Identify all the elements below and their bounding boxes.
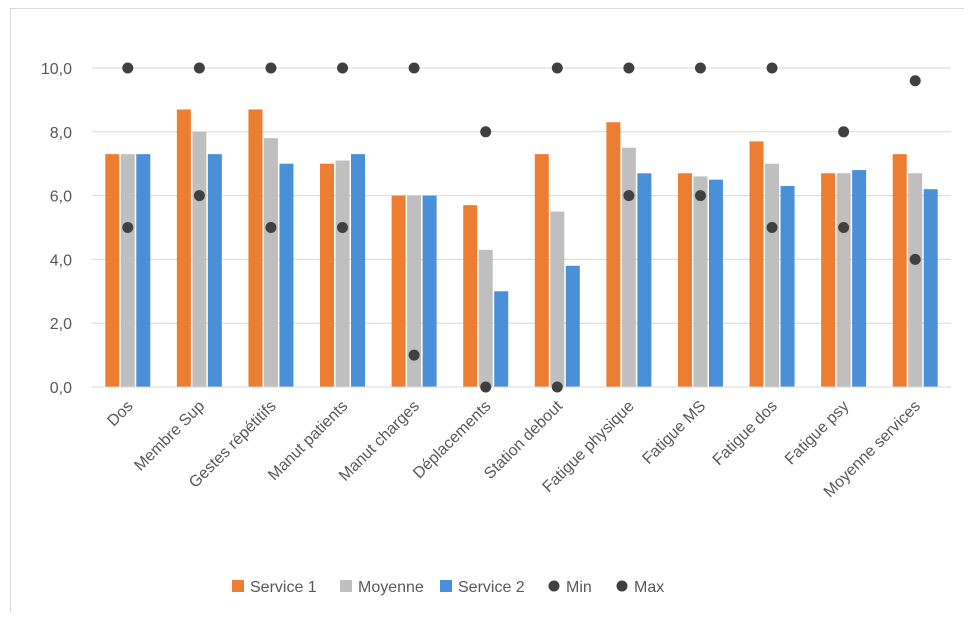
bar-service-2: [852, 170, 867, 387]
legend-swatch: [232, 580, 244, 592]
marker-max: [694, 62, 706, 74]
bar-moyenne: [120, 154, 135, 387]
marker-min: [551, 381, 563, 393]
marker-max: [838, 126, 850, 138]
bar-service-2: [780, 186, 795, 387]
bar-service-2: [279, 163, 294, 387]
bar-moyenne: [335, 160, 350, 387]
y-tick-label: 2,0: [50, 316, 72, 333]
bar-service-2: [923, 189, 938, 387]
bar-moyenne: [263, 138, 278, 387]
x-tick-label: Fatigue dos: [710, 398, 781, 469]
bar-service-1: [391, 195, 406, 387]
bar-moyenne: [550, 211, 565, 387]
marker-min: [337, 222, 349, 233]
legend-label: Min: [566, 579, 592, 596]
bar-moyenne: [908, 173, 923, 387]
bar-service-1: [677, 173, 692, 387]
marker-min: [193, 190, 205, 202]
bar-service-2: [136, 154, 151, 387]
legend-swatch: [440, 580, 452, 592]
legend-label: Moyenne: [358, 579, 424, 596]
marker-max: [193, 62, 205, 74]
marker-min: [909, 253, 921, 265]
bar-service-2: [637, 173, 652, 387]
chart-frame: [10, 8, 964, 612]
bar-service-1: [320, 163, 335, 387]
legend-swatch: [548, 580, 560, 592]
marker-min: [122, 222, 134, 233]
bar-service-1: [176, 109, 191, 387]
bar-moyenne: [693, 176, 708, 387]
y-tick-label: 6,0: [50, 189, 72, 206]
marker-min: [766, 222, 778, 233]
marker-max: [909, 75, 921, 87]
marker-min: [480, 381, 492, 393]
legend-label: Service 1: [250, 579, 317, 596]
bar-service-1: [534, 154, 549, 387]
legend: Service 1 Moyenne Service 2 Min Max: [232, 579, 664, 596]
marker-max: [623, 62, 635, 74]
bar-service-1: [463, 205, 478, 387]
x-tick-label: Fatigue MS: [639, 398, 709, 468]
x-tick-label: Membre Sup: [131, 398, 208, 475]
bar-moyenne: [836, 173, 851, 387]
y-tick-label: 0,0: [50, 380, 72, 397]
bar-service-2: [565, 265, 580, 387]
marker-max: [265, 62, 277, 74]
bar-moyenne: [621, 147, 636, 387]
marker-max: [480, 126, 492, 138]
marker-max: [551, 62, 563, 74]
legend-label: Max: [634, 579, 664, 596]
marker-max: [766, 62, 778, 74]
marker-max: [122, 62, 134, 74]
legend-swatch: [616, 580, 628, 592]
bar-service-1: [821, 173, 836, 387]
bar-service-2: [351, 154, 366, 387]
y-tick-label: 4,0: [50, 252, 72, 269]
legend-swatch: [340, 580, 352, 592]
bar-service-1: [105, 154, 120, 387]
bar-service-1: [892, 154, 907, 387]
marker-max: [337, 62, 349, 74]
bar-moyenne: [192, 131, 207, 387]
markers: [122, 62, 921, 393]
bars: [92, 109, 951, 388]
legend-label: Service 2: [458, 579, 525, 596]
y-axis-ticks: 0,0 2,0 4,0 6,0 8,0 10,0: [41, 61, 72, 397]
bar-service-2: [494, 291, 509, 387]
x-tick-label: Dos: [104, 398, 136, 430]
x-tick-label: Fatigue psy: [782, 398, 853, 469]
bar-service-2: [708, 179, 723, 387]
marker-min: [265, 222, 277, 233]
marker-min: [838, 222, 850, 233]
marker-min: [408, 349, 420, 361]
bar-moyenne: [407, 195, 422, 387]
marker-max: [408, 62, 420, 74]
bar-service-1: [749, 141, 764, 387]
bar-service-2: [207, 154, 222, 387]
marker-min: [694, 190, 706, 202]
bar-service-1: [606, 122, 621, 387]
bar-moyenne: [478, 249, 493, 387]
marker-min: [623, 190, 635, 202]
bar-moyenne: [765, 163, 780, 387]
y-tick-label: 8,0: [50, 125, 72, 142]
bar-service-2: [422, 195, 437, 387]
bar-service-1: [248, 109, 263, 387]
y-tick-label: 10,0: [41, 61, 72, 78]
